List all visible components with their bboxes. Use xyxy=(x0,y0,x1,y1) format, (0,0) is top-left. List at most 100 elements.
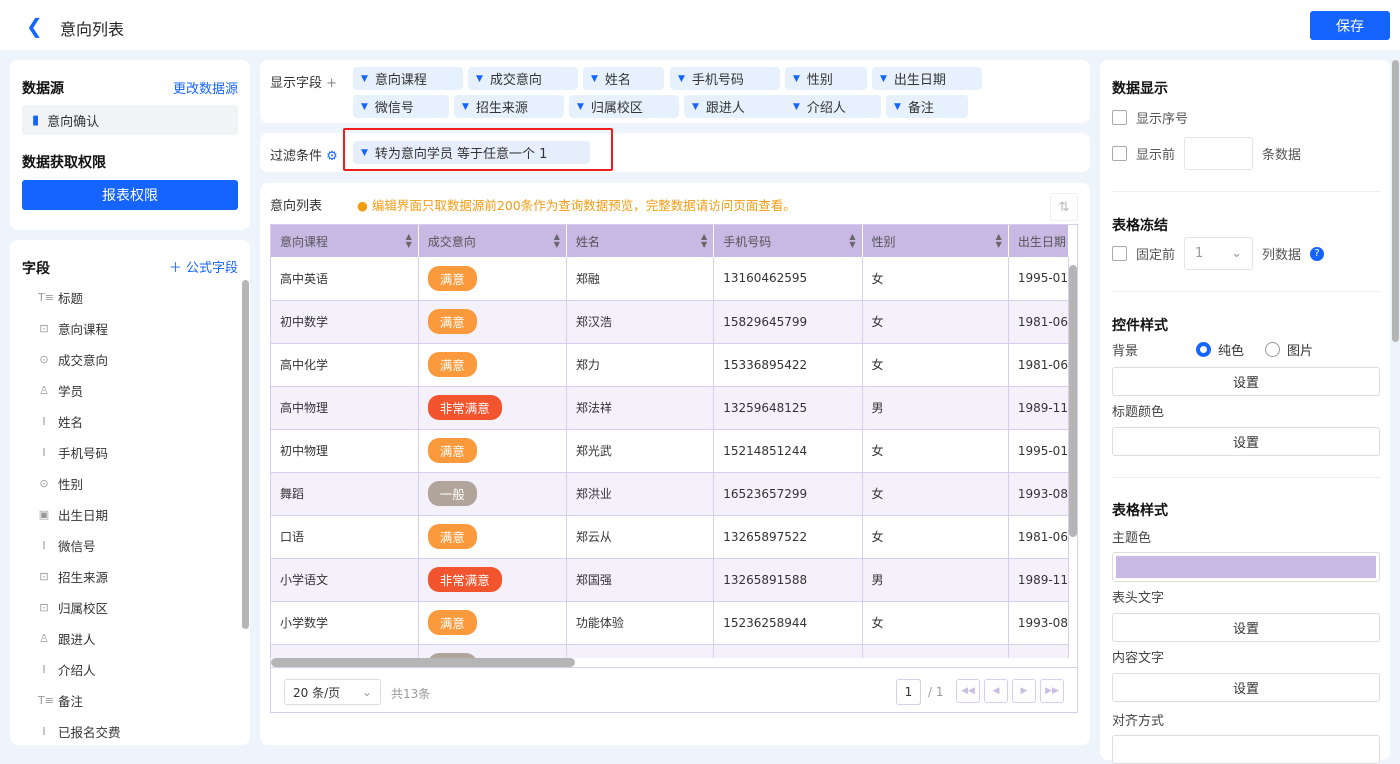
next-page-icon[interactable]: ▶ xyxy=(1012,679,1036,703)
content-text-set-button[interactable]: 设置 xyxy=(1112,673,1380,702)
change-datasource-link[interactable]: 更改数据源 xyxy=(172,82,238,97)
filter-condition-chip[interactable]: ▼ 转为意向学员 等于任意一个 1 xyxy=(353,141,590,164)
table-row[interactable]: 初中数学 满意 郑汉浩 15829645799 女 1981-06 xyxy=(271,300,1069,344)
show-first-checkbox[interactable] xyxy=(1112,146,1127,161)
chip-label: 性别 xyxy=(806,73,833,88)
settings-scrollbar[interactable] xyxy=(1392,60,1399,342)
intent-badge: 满意 xyxy=(427,352,477,377)
intent-badge: 满意 xyxy=(427,309,477,334)
align-label: 对齐方式 xyxy=(1112,714,1165,729)
field-item[interactable]: I 已报名交费 xyxy=(38,722,120,741)
field-item[interactable]: ⊙ 性别 xyxy=(38,474,83,493)
field-item[interactable]: ⊡ 意向课程 xyxy=(38,319,108,338)
table-cell: 郑光武 xyxy=(566,429,715,473)
add-formula-field-button[interactable]: ＋ 公式字段 xyxy=(169,257,238,276)
freeze-column-select[interactable]: 1 ⌄ xyxy=(1184,237,1254,270)
table-row[interactable]: 小学数学 满意 功能体验 15236258944 女 1993-08 xyxy=(271,601,1069,645)
table-row[interactable]: 初中物理 满意 郑光武 15214851244 女 1995-01 xyxy=(271,429,1069,473)
page-size-select[interactable]: 20 条/页 ⌄ xyxy=(284,679,381,705)
sort-icon[interactable]: ▲ ▼ xyxy=(553,232,560,249)
table-vertical-scrollbar[interactable] xyxy=(1069,265,1077,537)
radio-icon: ⊙ xyxy=(39,477,49,490)
datasource-item[interactable]: ▮ 意向确认 xyxy=(22,105,238,135)
first-page-icon[interactable]: ◀◀ xyxy=(956,679,980,703)
sort-icon[interactable]: ▲ ▼ xyxy=(849,232,856,249)
background-set-button[interactable]: 设置 xyxy=(1112,367,1380,396)
current-page-input[interactable]: 1 xyxy=(896,679,921,705)
chip-label: 微信号 xyxy=(374,101,414,116)
table-card: 意向列表 ● 编辑界面只取数据源前200条作为查询数据预览，完整数据请访问页面查… xyxy=(260,183,1090,745)
sort-icon[interactable]: ▲ ▼ xyxy=(995,232,1002,249)
sort-icon[interactable]: ▲ ▼ xyxy=(701,232,708,249)
display-field-chip[interactable]: ▼ 介绍人 xyxy=(785,95,881,118)
field-item[interactable]: ▣ 出生日期 xyxy=(38,505,108,524)
table-row[interactable]: 高中英语 满意 郑融 13160462595 女 1995-01 xyxy=(271,257,1069,301)
field-item[interactable]: T≡ 标题 xyxy=(38,288,83,307)
column-header[interactable]: 意向课程 ▲ ▼ xyxy=(271,225,419,257)
show-first-count-input[interactable] xyxy=(1184,137,1254,170)
display-field-chip[interactable]: ▼ 手机号码 xyxy=(670,67,780,90)
table-cell: 13265897522 xyxy=(713,515,863,559)
field-label: 招生来源 xyxy=(58,570,109,585)
column-header[interactable]: 姓名 ▲ ▼ xyxy=(566,225,715,257)
display-field-chip[interactable]: ▼ 跟进人 xyxy=(684,95,794,118)
prev-page-icon[interactable]: ◀ xyxy=(984,679,1008,703)
table-row[interactable]: 舞蹈 一般 郑洪业 16523657299 女 1993-08 xyxy=(271,472,1069,516)
help-icon[interactable]: ? xyxy=(1310,246,1325,261)
freeze-checkbox[interactable] xyxy=(1112,246,1127,261)
field-item[interactable]: ♙ 学员 xyxy=(38,381,83,400)
sort-toggle-icon[interactable]: ⇅ xyxy=(1050,193,1078,221)
display-field-chip[interactable]: ▼ 出生日期 xyxy=(872,67,982,90)
theme-color-swatch xyxy=(1116,556,1376,578)
display-field-chip[interactable]: ▼ 姓名 xyxy=(583,67,664,90)
theme-color-picker[interactable] xyxy=(1112,552,1380,582)
display-field-chip[interactable]: ▼ 意向课程 xyxy=(353,67,463,90)
column-header[interactable]: 手机号码 ▲ ▼ xyxy=(713,225,863,257)
align-select[interactable] xyxy=(1112,735,1380,764)
display-field-chip[interactable]: ▼ 招生来源 xyxy=(454,95,564,118)
display-field-chip[interactable]: ▼ 成交意向 xyxy=(468,67,578,90)
save-button[interactable]: 保存 xyxy=(1310,11,1390,40)
sort-icon[interactable]: ▲ ▼ xyxy=(405,232,412,249)
field-item[interactable]: ♙ 跟进人 xyxy=(38,629,95,648)
add-field-plus-icon[interactable]: + xyxy=(326,76,338,91)
image-radio[interactable] xyxy=(1265,342,1281,357)
header-text-set-button[interactable]: 设置 xyxy=(1112,613,1380,642)
gear-icon[interactable]: ⚙ xyxy=(326,149,338,164)
field-item[interactable]: ⊡ 招生来源 xyxy=(38,567,108,586)
column-header[interactable]: 性别 ▲ ▼ xyxy=(862,225,1009,257)
field-item[interactable]: T≡ 备注 xyxy=(38,691,83,710)
table-row[interactable]: 高中物理 非常满意 郑法祥 13259648125 男 1989-11 xyxy=(271,386,1069,430)
field-item[interactable]: I 姓名 xyxy=(38,412,83,431)
display-field-chip[interactable]: ▼ 备注 xyxy=(886,95,968,118)
fields-scrollbar[interactable] xyxy=(242,280,249,629)
display-field-chip[interactable]: ▼ 性别 xyxy=(785,67,867,90)
solid-label: 纯色 xyxy=(1218,344,1245,359)
solid-radio[interactable] xyxy=(1196,342,1211,357)
report-permission-button[interactable]: 报表权限 xyxy=(22,180,238,210)
column-header[interactable]: 成交意向 ▲ ▼ xyxy=(418,225,567,257)
show-index-checkbox[interactable] xyxy=(1112,110,1127,125)
data-table-frame: 意向课程 ▲ ▼ 成交意向 ▲ ▼ 姓名 ▲ ▼ 手机号码 ▲ ▼ 性别 ▲ ▼ 出生日期 高中英语 满意 郑融 13… xyxy=(270,224,1078,713)
table-row[interactable]: 高中化学 满意 郑力 15336895422 女 1981-06 xyxy=(271,343,1069,387)
display-field-chip[interactable]: ▼ 归属校区 xyxy=(569,95,679,118)
dropdown-icon: ⊡ xyxy=(39,322,49,335)
title-color-set-button[interactable]: 设置 xyxy=(1112,427,1380,456)
field-item[interactable]: I 手机号码 xyxy=(38,443,108,462)
column-header[interactable]: 出生日期 xyxy=(1008,225,1069,257)
display-field-chip[interactable]: ▼ 微信号 xyxy=(353,95,449,118)
table-cell xyxy=(271,644,419,658)
field-item[interactable]: ⊡ 归属校区 xyxy=(38,598,108,617)
table-row[interactable]: 一般 xyxy=(271,644,1069,658)
table-cell: 满意 xyxy=(418,429,567,473)
field-item[interactable]: I 介绍人 xyxy=(38,660,95,679)
table-row[interactable]: 小学语文 非常满意 郑国强 13265891588 男 1989-11 xyxy=(271,558,1069,602)
total-pages: / 1 xyxy=(928,685,944,699)
back-icon[interactable]: ❮ xyxy=(26,14,43,38)
table-row[interactable]: 口语 满意 郑云从 13265897522 女 1981-06 xyxy=(271,515,1069,559)
table-cell: 1993-08 xyxy=(1008,601,1069,645)
table-horizontal-scrollbar[interactable] xyxy=(271,658,575,667)
last-page-icon[interactable]: ▶▶ xyxy=(1040,679,1064,703)
field-item[interactable]: I 微信号 xyxy=(38,536,95,555)
field-item[interactable]: ⊙ 成交意向 xyxy=(38,350,108,369)
